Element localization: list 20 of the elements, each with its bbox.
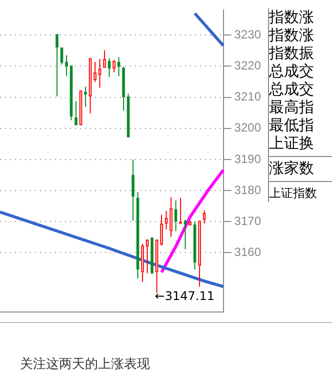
text: 指数涨 xyxy=(269,8,315,26)
y-tick-label: 3170 xyxy=(234,214,262,228)
y-tick-label: 3190 xyxy=(234,152,262,166)
text: 最高指 xyxy=(269,98,315,116)
text: 指数涨 xyxy=(269,26,315,44)
text: 涨家数 xyxy=(269,156,332,177)
y-tick-label: 3230 xyxy=(234,27,262,42)
text: 最低指 xyxy=(269,116,315,134)
text: 关注这两天的上涨表现 xyxy=(20,356,150,373)
text: 总成交 xyxy=(269,80,315,98)
y-tick-label: 3210 xyxy=(234,90,262,104)
y-tick-label: 3180 xyxy=(234,182,262,197)
annotation: ←3147.11 xyxy=(154,288,214,303)
y-tick-label: 3160 xyxy=(234,245,262,260)
text: 总成交 xyxy=(269,62,315,80)
y-tick-label: 3200 xyxy=(234,120,262,135)
text: 上证换 xyxy=(269,134,315,152)
y-tick-label: 3220 xyxy=(234,58,262,72)
text: 指数振 xyxy=(269,44,315,62)
text: 上证指数 xyxy=(269,181,332,202)
